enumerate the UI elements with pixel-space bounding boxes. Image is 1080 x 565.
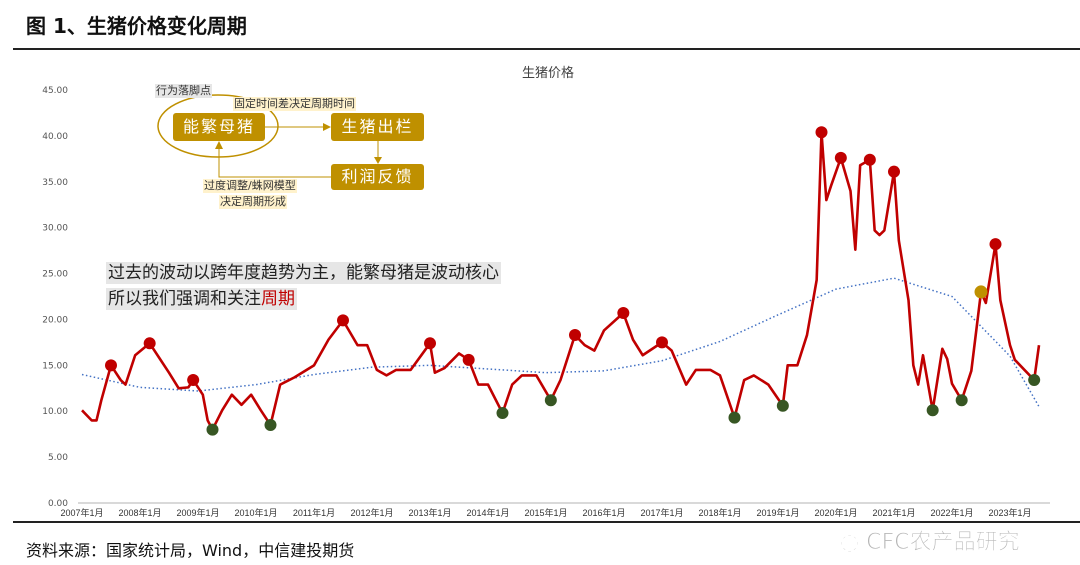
peak-marker <box>617 307 630 320</box>
x-tick-label: 2014年1月 <box>466 507 509 518</box>
arrowhead-icon <box>323 123 331 131</box>
trough-marker <box>926 404 939 417</box>
watermark-text: CFC农产品研究 <box>866 530 1020 556</box>
trough-marker <box>496 407 509 420</box>
price-line <box>81 130 1041 431</box>
y-tick-label: 25.00 <box>42 270 68 280</box>
label-adjust-2: 决定周期形成 <box>219 195 287 209</box>
trough-marker <box>264 418 277 431</box>
peak-marker <box>337 314 349 327</box>
x-tick-label: 2012年1月 <box>350 507 393 518</box>
series-layer <box>81 126 1041 436</box>
arrowhead-icon <box>215 141 223 149</box>
box-slaughter: 生猪出栏 <box>331 113 424 141</box>
box-sows: 能繁母猪 <box>173 113 265 141</box>
x-tick-label: 2009年1月 <box>176 507 219 518</box>
y-axis: 0.00 5.00 10.00 15.00 20.00 25.00 30.00 35.00 40… <box>42 86 68 509</box>
peak-marker <box>656 336 668 349</box>
trough-marker <box>1028 374 1041 387</box>
peak-marker <box>863 153 876 166</box>
x-tick-label: 2015年1月 <box>524 507 567 518</box>
x-tick-label: 2017年1月 <box>640 507 683 518</box>
label-time: 固定时间差决定周期时间 <box>233 97 356 111</box>
x-tick-label: 2021年1月 <box>872 507 915 518</box>
wechat-icon: ◌ <box>839 530 860 556</box>
y-tick-label: 15.00 <box>42 361 68 371</box>
peak-marker <box>105 359 117 372</box>
x-tick-label: 2022年1月 <box>930 507 973 518</box>
top-rule <box>13 48 1080 50</box>
x-tick-label: 2016年1月 <box>582 507 625 518</box>
label-focus: 行为落脚点 <box>155 84 212 98</box>
trough-marker <box>544 394 557 407</box>
peak-marker <box>143 337 156 350</box>
peak-marker <box>815 126 828 139</box>
trough-marker <box>955 394 968 407</box>
x-tick-label: 2013年1月 <box>408 507 451 518</box>
trend-line <box>81 277 1040 408</box>
annotation-line-1: 过去的波动以跨年度趋势为主，能繁母猪是波动核心 <box>106 262 501 284</box>
peak-marker <box>187 374 200 387</box>
annotation-highlight: 周期 <box>261 289 295 309</box>
peak-marker <box>462 353 475 366</box>
arrowhead-icon <box>374 157 382 164</box>
annotation-line-2: 所以我们强调和关注周期 <box>106 288 297 310</box>
y-tick-label: 20.00 <box>42 315 68 325</box>
x-tick-label: 2018年1月 <box>698 507 741 518</box>
x-tick-label: 2023年1月 <box>988 507 1031 518</box>
x-tick-label: 2020年1月 <box>814 507 857 518</box>
chart-title: 生猪价格 <box>522 65 574 81</box>
peak-marker <box>888 165 900 178</box>
watermark: ◌ CFC农产品研究 <box>839 530 1020 556</box>
trough-marker <box>206 423 219 436</box>
peak-marker <box>569 329 581 342</box>
y-tick-label: 45.00 <box>42 86 68 96</box>
x-axis: 2007年1月 2008年1月 2009年1月 2010年1月 2011年1月 2012年… <box>60 502 1050 518</box>
highlight-marker <box>974 285 988 299</box>
source-note: 资料来源：国家统计局，Wind，中信建投期货 <box>26 541 355 560</box>
trough-marker <box>728 411 741 424</box>
peak-marker <box>834 151 847 164</box>
peak-marker <box>989 238 1002 251</box>
peak-marker <box>424 337 436 350</box>
arrow-profit-to-sows <box>218 148 331 178</box>
y-tick-label: 40.00 <box>42 132 68 142</box>
x-tick-label: 2019年1月 <box>756 507 799 518</box>
x-tick-label: 2007年1月 <box>60 507 103 518</box>
bottom-rule <box>13 521 1080 523</box>
figure-title: 图 1、生猪价格变化周期 <box>26 14 247 38</box>
x-tick-label: 2008年1月 <box>118 507 161 518</box>
y-tick-label: 0.00 <box>48 499 68 509</box>
label-adjust-1: 过度调整/蛛网模型 <box>203 179 297 193</box>
y-tick-label: 5.00 <box>48 453 68 463</box>
y-tick-label: 35.00 <box>42 178 68 188</box>
y-tick-label: 30.00 <box>42 224 68 234</box>
box-profit: 利润反馈 <box>331 164 424 190</box>
y-tick-label: 10.00 <box>42 407 68 417</box>
focus-ellipse <box>157 94 279 158</box>
annotation-prefix: 所以我们强调和关注 <box>108 289 261 309</box>
x-tick-label: 2010年1月 <box>234 507 277 518</box>
x-tick-label: 2011年1月 <box>293 507 335 518</box>
trough-marker <box>776 399 789 412</box>
